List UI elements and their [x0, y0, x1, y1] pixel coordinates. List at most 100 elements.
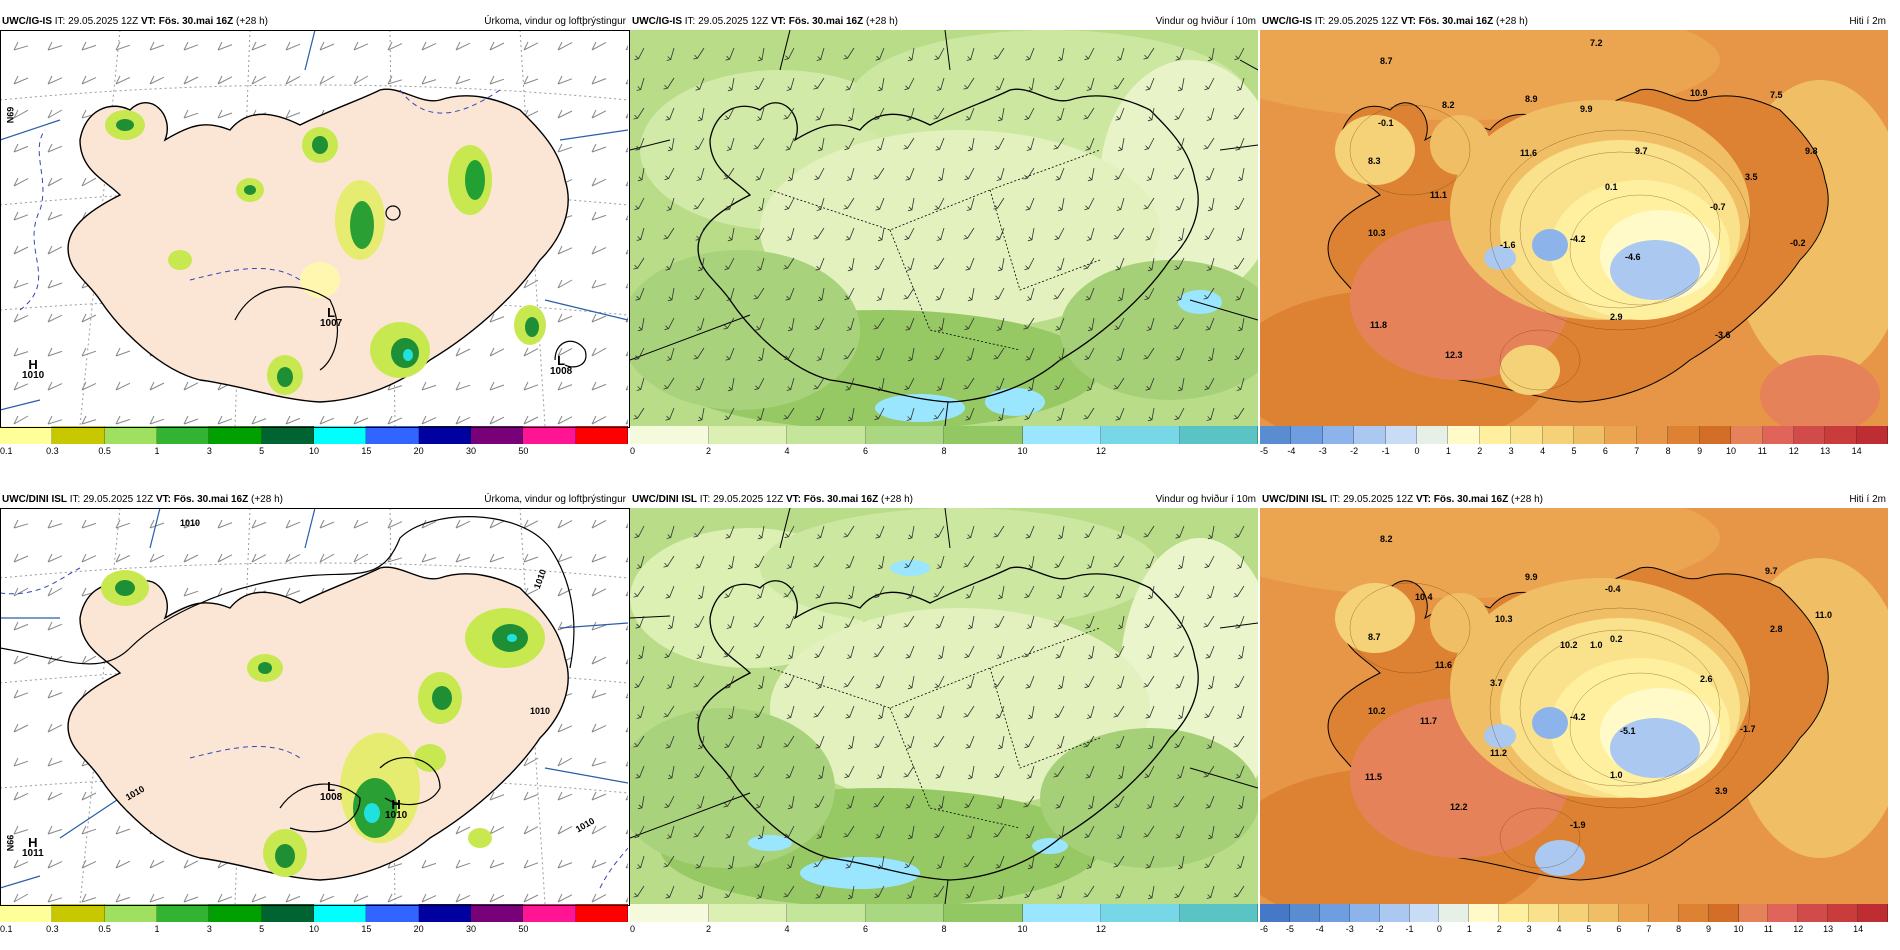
colorbar-swatch — [104, 426, 157, 444]
colorbar-tick: -3 — [1345, 924, 1354, 934]
colorbar-swatch — [1385, 426, 1418, 444]
colorbar-tick: 0.3 — [46, 446, 59, 456]
colorbar-tick: 0 — [1414, 446, 1420, 456]
init-time: IT: 29.05.2025 12Z — [1314, 16, 1399, 27]
colorbar-tick: 3 — [1508, 446, 1514, 456]
temperature-value: -5.1 — [1620, 726, 1636, 736]
colorbar-swatch — [1379, 904, 1410, 922]
colorbar-tick: 4 — [784, 924, 790, 934]
pressure-low: L 1007 — [320, 305, 343, 329]
colorbar-tick: 1 — [154, 924, 160, 934]
colorbar-swatch — [209, 904, 262, 922]
colorbar-tick: 10 — [1017, 924, 1028, 934]
wind-map[interactable] — [630, 30, 1258, 426]
colorbar-swatch — [1731, 426, 1763, 444]
pressure-high: H 1010 — [385, 797, 408, 821]
temperature-value: 2.9 — [1610, 312, 1623, 322]
colorbar-tick: 5 — [1586, 924, 1592, 934]
colorbar-tick: 1 — [154, 446, 160, 456]
panel-header: UWC/DINI ISL IT: 29.05.2025 12Z VT: Fös.… — [630, 492, 1260, 508]
colorbar-tick: 0.1 — [0, 446, 13, 456]
panel-wind-dini: UWC/DINI ISL IT: 29.05.2025 12Z VT: Fös.… — [630, 492, 1260, 938]
colorbar-swatch — [1588, 904, 1619, 922]
precip-map[interactable]: 1010 1010 1010 1010 1010 N66 H 1011 L 1008… — [0, 508, 628, 904]
temperature-value: 8.2 — [1442, 100, 1455, 110]
colorbar-tick: 12 — [1788, 446, 1799, 456]
temperature-value: 8.2 — [1380, 534, 1393, 544]
colorbar-tick: 2 — [1496, 924, 1502, 934]
colorbar-tick: 0.1 — [0, 924, 13, 934]
valid-time: Fös. 30.mai 16Z — [803, 494, 879, 505]
temperature-value: 3.9 — [1715, 786, 1728, 796]
colorbar-tick: 20 — [413, 446, 424, 456]
temperature-value: 0.1 — [1605, 182, 1618, 192]
precip-map[interactable]: N69 H 1010 L 1007 L 1008 — [0, 30, 628, 426]
colorbar-tick: 7 — [1646, 924, 1652, 934]
lead-time: (+28 h) — [866, 16, 898, 27]
colorbar-tick: 5 — [1571, 446, 1577, 456]
colorbar-tick: 0 — [630, 924, 636, 934]
colorbar-tick: 15 — [361, 446, 372, 456]
wind-map[interactable] — [630, 508, 1258, 904]
colorbar-swatch — [1825, 426, 1857, 444]
colorbar-swatch — [1798, 904, 1829, 922]
colorbar-tick: 8 — [1676, 924, 1682, 934]
colorbar-swatch — [1636, 426, 1669, 444]
temperature-colorbar — [1260, 904, 1889, 922]
colorbar-swatch — [1469, 904, 1500, 922]
colorbar-tick: 8 — [941, 924, 947, 934]
colorbar-tick: 12 — [1095, 446, 1107, 456]
valid-time: Fös. 30.mai 16Z — [1418, 16, 1494, 27]
colorbar-swatch — [708, 904, 787, 922]
panel-title: Hiti í 2m — [1849, 494, 1886, 505]
colorbar-swatch — [1291, 426, 1323, 444]
temperature-map[interactable]: 7.2 8.7 8.2 -0.1 8.9 9.9 10.9 7.5 11.6 9.7 9.8 8.3 0… — [1260, 30, 1888, 426]
model-name: UWC/IG-IS — [632, 16, 682, 27]
temperature-value: -0.4 — [1605, 584, 1621, 594]
vt-label: VT: — [1400, 16, 1416, 27]
temperature-value: 8.3 — [1368, 156, 1381, 166]
colorbar-swatch — [1708, 904, 1739, 922]
temperature-value: 3.7 — [1490, 678, 1503, 688]
colorbar-tick: 2 — [705, 924, 712, 934]
panel-header: UWC/IG-IS IT: 29.05.2025 12Z VT: Fös. 30… — [0, 14, 630, 30]
temperature-value: 1.0 — [1590, 640, 1603, 650]
lead-time: (+28 h) — [1496, 16, 1528, 27]
init-time: IT: 29.05.2025 12Z — [684, 16, 769, 27]
colorbar-swatch — [470, 904, 524, 922]
colorbar-tick: 5 — [259, 446, 265, 456]
panel-title: Úrkoma, vindur og loftþrýstingur — [484, 494, 626, 505]
colorbar-tick: 20 — [413, 924, 424, 934]
temperature-map[interactable]: 8.2 9.9 -0.4 9.7 10.4 8.7 10.3 10.2 0.2 2.8 11.0 11… — [1260, 508, 1888, 904]
colorbar-swatch — [630, 426, 709, 444]
colorbar-swatch — [1668, 426, 1700, 444]
colorbar-tick: 1 — [1445, 446, 1451, 456]
panel-wind-ig: UWC/IG-IS IT: 29.05.2025 12Z VT: Fös. 30… — [630, 14, 1260, 458]
colorbar-tick: 4 — [1540, 446, 1546, 456]
colorbar-tick: 0 — [1436, 924, 1442, 934]
colorbar-swatch — [1618, 904, 1649, 922]
temperature-value: -1.6 — [1500, 240, 1516, 250]
colorbar-swatch — [630, 904, 709, 922]
vt-label: VT: — [770, 16, 786, 27]
colorbar-swatch — [1319, 904, 1350, 922]
temperature-value: -4.6 — [1625, 252, 1641, 262]
temperature-value: 10.3 — [1368, 228, 1386, 238]
vt-label: VT: — [155, 494, 171, 505]
colorbar-tick: -2 — [1375, 924, 1384, 934]
temperature-value: 10.3 — [1495, 614, 1513, 624]
colorbar-swatch — [1574, 426, 1606, 444]
precip-colorbar — [0, 426, 628, 444]
panel-title: Vindur og hviður í 10m — [1155, 494, 1256, 505]
temperature-value: 11.8 — [1370, 320, 1388, 330]
grid-label: N69 — [5, 106, 16, 124]
lead-time: (+28 h) — [236, 16, 268, 27]
colorbar-tick: -5 — [1285, 924, 1294, 934]
temperature-value: 7.5 — [1770, 90, 1783, 100]
colorbar-tick: -1 — [1405, 924, 1414, 934]
colorbar-tick: 50 — [518, 924, 529, 934]
valid-time: Fös. 30.mai 16Z — [788, 16, 864, 27]
colorbar-tick: 5 — [259, 924, 265, 934]
temperature-value: 9.7 — [1635, 146, 1648, 156]
temperature-value: 2.8 — [1770, 624, 1783, 634]
